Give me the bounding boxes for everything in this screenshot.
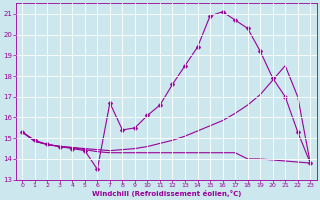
X-axis label: Windchill (Refroidissement éolien,°C): Windchill (Refroidissement éolien,°C) <box>92 190 241 197</box>
